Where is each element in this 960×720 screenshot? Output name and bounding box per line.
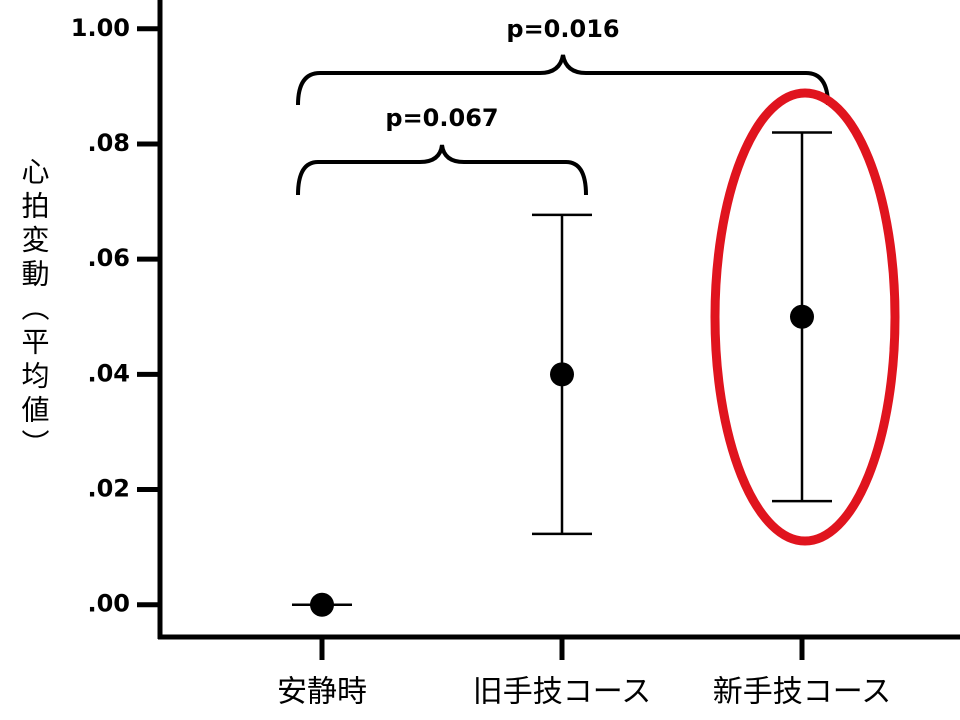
y-tick-label: .06 [87, 244, 130, 272]
point [790, 304, 814, 329]
y-tick-label: 1.00 [71, 14, 130, 42]
y-tick-label: .04 [87, 359, 130, 387]
x-tick-label: 旧手技コース [473, 675, 652, 710]
annotation: p=0.067 [385, 104, 498, 132]
y-tick-label: .08 [87, 129, 130, 157]
bracket [296, 144, 588, 196]
highlight [710, 88, 900, 546]
point [550, 362, 574, 387]
x-tick-label: 安静時 [277, 675, 367, 710]
y-tick-label: .00 [87, 590, 130, 618]
bracket [296, 54, 830, 106]
annotation: p=0.016 [506, 15, 619, 43]
point [310, 592, 334, 617]
y-axis-label: 心拍変動（平均値） [18, 157, 51, 463]
y-tick-label: .02 [87, 475, 130, 503]
x-tick-label: 新手技コース [713, 675, 892, 710]
